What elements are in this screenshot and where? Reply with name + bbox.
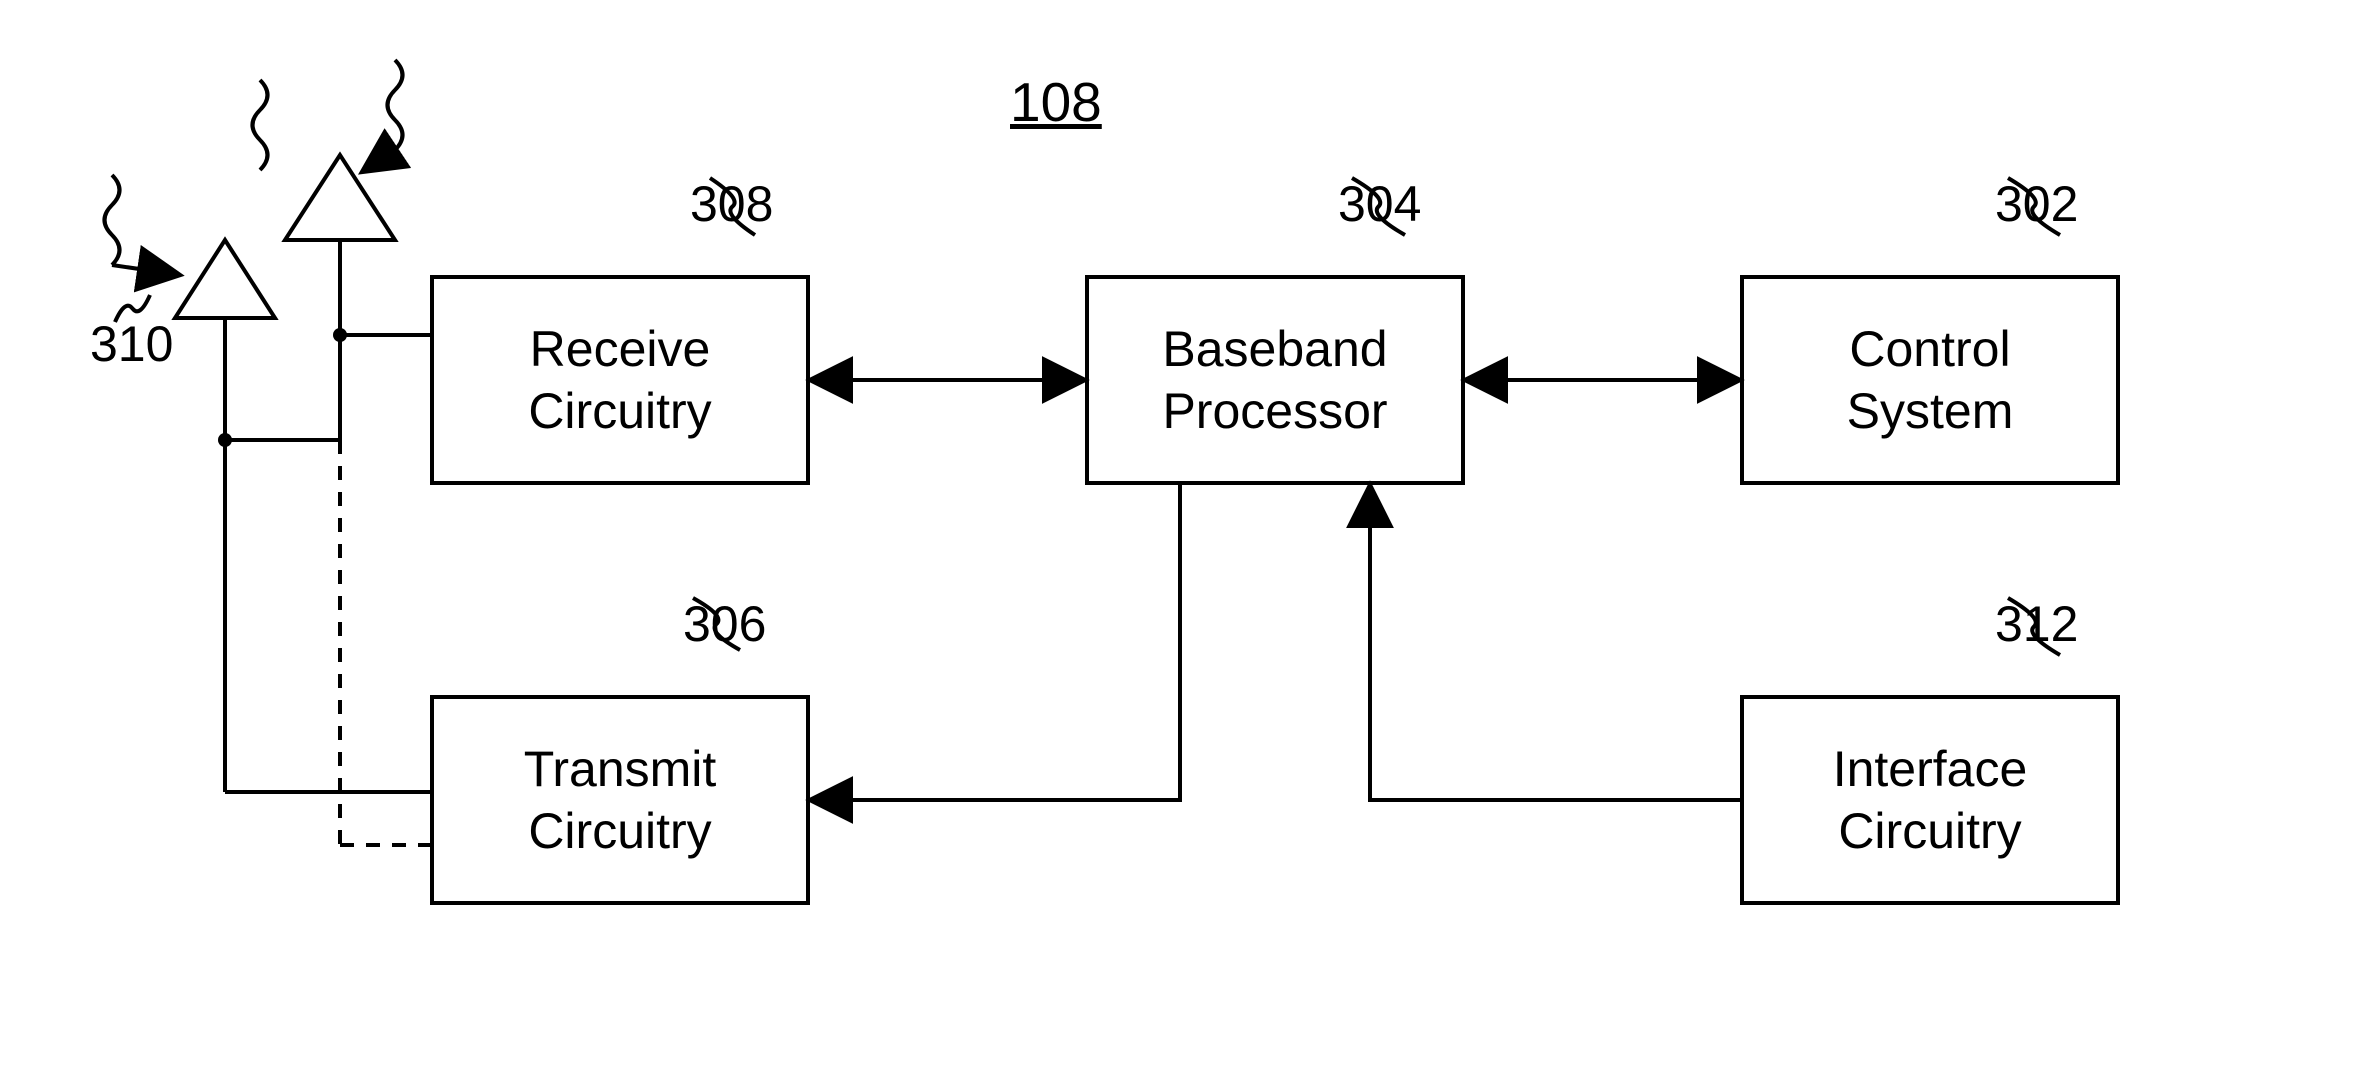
interface-circuitry-label: Interface Circuitry xyxy=(1833,738,2028,863)
receive-ref-number: 308 xyxy=(690,175,773,233)
baseband-processor-label: Baseband Processor xyxy=(1162,318,1387,443)
diagram-canvas: 108 Receive Circuitry Transmit Circuitry… xyxy=(0,0,2358,1071)
interface-circuitry-block: Interface Circuitry xyxy=(1740,695,2120,905)
transmit-circuitry-label: Transmit Circuitry xyxy=(524,738,717,863)
antenna-ref-number: 310 xyxy=(90,315,173,373)
diagram-title: 108 xyxy=(1010,70,1102,134)
receive-circuitry-block: Receive Circuitry xyxy=(430,275,810,485)
control-system-block: Control System xyxy=(1740,275,2120,485)
transmit-ref-number: 306 xyxy=(683,595,766,653)
baseband-ref-number: 304 xyxy=(1338,175,1421,233)
transmit-circuitry-block: Transmit Circuitry xyxy=(430,695,810,905)
baseband-processor-block: Baseband Processor xyxy=(1085,275,1465,485)
control-system-label: Control System xyxy=(1847,318,2014,443)
control-ref-number: 302 xyxy=(1995,175,2078,233)
connector-overlay xyxy=(0,0,2358,1071)
interface-ref-number: 312 xyxy=(1995,595,2078,653)
receive-circuitry-label: Receive Circuitry xyxy=(528,318,711,443)
